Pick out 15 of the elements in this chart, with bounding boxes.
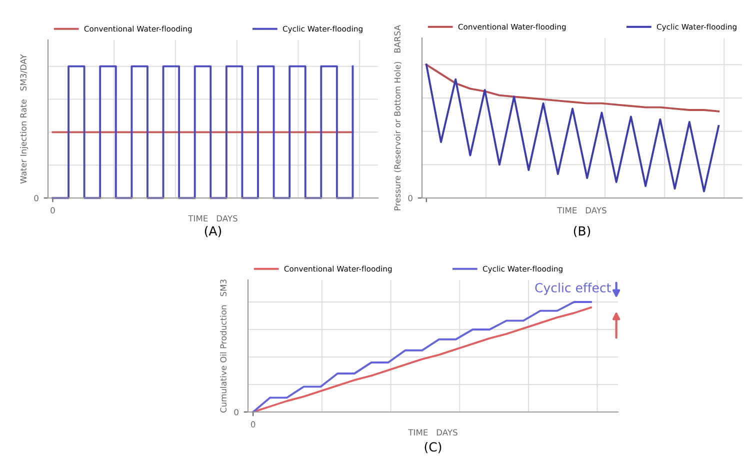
text: 0: [250, 421, 256, 428]
y-axis-title: Pressure (Reservoir or Bottom Hole) BARSA: [394, 25, 402, 210]
text: (A): [204, 226, 222, 238]
x-axis-title: TIME DAYS: [188, 215, 238, 222]
y-axis-title: Cumulative Oil Production SM3: [220, 280, 226, 413]
x-axis-title: TIME DAYS: [408, 429, 458, 436]
text: Cyclic effect: [535, 282, 611, 295]
text: (B): [574, 226, 590, 238]
y-axis-title: Water Injection Rate SM3/DAY: [20, 54, 28, 184]
text: 0: [34, 194, 38, 202]
x-axis-title: TIME DAYS: [557, 207, 606, 214]
text: 0: [50, 207, 55, 214]
text: (C): [424, 442, 442, 454]
text: 0: [234, 408, 238, 416]
text: 0: [408, 194, 412, 202]
